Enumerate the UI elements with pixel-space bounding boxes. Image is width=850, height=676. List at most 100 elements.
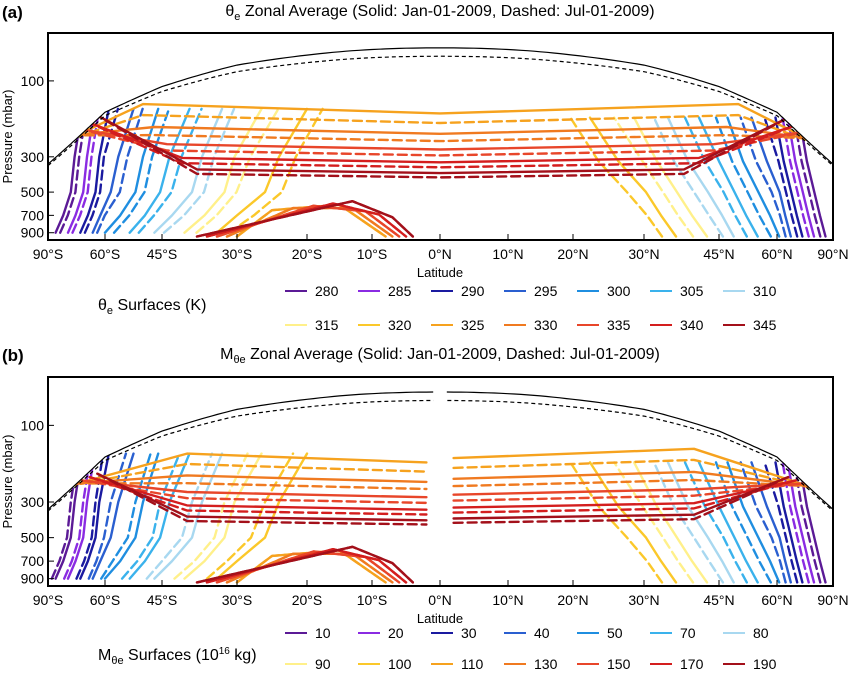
x-tick-label: 20°N [557, 246, 588, 262]
legend-label: 310 [753, 283, 777, 299]
contour-150-dashed [81, 479, 428, 505]
x-tick-label: 30°S [222, 592, 253, 608]
x-axis-label: Latitude [417, 611, 463, 626]
x-tick-label: 20°S [292, 592, 323, 608]
legend-label: 90 [315, 656, 331, 672]
y-axis-label: Pressure (mbar) [0, 90, 15, 184]
contour-110-solid [452, 447, 820, 491]
contour-170-solid [452, 479, 797, 509]
contour-lines [48, 33, 833, 238]
contour-30-dashed [75, 452, 105, 580]
tropopause-dashed [48, 399, 833, 512]
x-tick-label: 90°N [817, 592, 848, 608]
legend-title: θe Surfaces (K) [98, 297, 206, 317]
contour-110-solid [65, 452, 428, 488]
contour-190-solid [452, 475, 790, 520]
x-tick-label: 45°N [703, 592, 734, 608]
legend-label: 290 [461, 283, 485, 299]
x-tick-label: 30°N [628, 246, 659, 262]
contour-345-solid [92, 112, 790, 175]
legend-label: 320 [388, 317, 412, 333]
legend-label: 170 [680, 656, 704, 672]
x-tick-label: 90°S [33, 592, 64, 608]
panel-b: (b) Mθe Zonal Average (Solid: Jan-01-2009… [0, 346, 849, 672]
contour-315-dashed [195, 107, 280, 234]
contour-280-dashed [59, 107, 88, 234]
legend-label: 150 [607, 656, 631, 672]
contour-130-solid [73, 474, 428, 485]
contour-310-dashed [652, 116, 725, 238]
y-tick-label: 300 [21, 149, 45, 165]
contour-lines [48, 377, 833, 586]
contour-190-dashed [96, 472, 428, 526]
contour-30-dashed [763, 461, 799, 584]
contour-315-solid [183, 107, 263, 234]
contour-40-solid [750, 461, 792, 584]
contour-170-solid [88, 475, 428, 511]
contour-305-solid [128, 107, 191, 234]
x-tick-label: 10°S [357, 246, 388, 262]
contour-100-dashed [569, 461, 664, 584]
legend-label: 335 [607, 317, 631, 333]
contour-290-dashed [83, 107, 120, 234]
x-tick-label: 45°S [147, 592, 178, 608]
contour-310-solid [153, 107, 224, 234]
contour-90-dashed [613, 461, 695, 584]
contour-70-dashed [683, 461, 748, 584]
contour-90-dashed [173, 452, 249, 580]
legend-label: 30 [461, 625, 477, 641]
contour-70-solid [697, 461, 759, 584]
x-tick-label: 10°S [357, 592, 388, 608]
contour-110-dashed [452, 458, 820, 491]
chart-title: θe Zonal Average (Solid: Jan-01-2009, Da… [225, 3, 654, 23]
legend-label: 80 [753, 625, 769, 641]
contour-330-dashed [69, 133, 812, 143]
contour-130-dashed [73, 482, 428, 491]
x-tick-label: 20°S [292, 246, 323, 262]
contour-305-dashed [137, 107, 203, 234]
legend-label: 340 [680, 317, 704, 333]
y-tick-label: 700 [21, 207, 45, 223]
contour-330-solid [69, 125, 812, 140]
legend-label: 280 [315, 283, 339, 299]
y-tick-label: 100 [21, 73, 45, 89]
legend-label: 190 [753, 656, 777, 672]
y-tick-label: 500 [21, 184, 45, 200]
chart-title: Mθe Zonal Average (Solid: Jan-01-2009, D… [220, 346, 660, 366]
y-tick-label: 700 [21, 553, 45, 569]
legend-label: 285 [388, 283, 412, 299]
x-axis-label: Latitude [417, 265, 463, 280]
contour-20-solid [66, 452, 96, 580]
x-tick-label: 90°S [33, 246, 64, 262]
legend-label: 40 [534, 625, 550, 641]
y-tick-label: 500 [21, 530, 45, 546]
contour-30-solid [79, 452, 110, 580]
legend-label: 70 [680, 625, 696, 641]
contour-130-solid [452, 470, 812, 488]
contour-150-dashed [452, 482, 805, 502]
contour-320-dashed [227, 107, 324, 234]
contour-110-dashed [65, 462, 428, 488]
x-tick-label: 60°N [761, 246, 792, 262]
contour-10-dashed [50, 452, 80, 580]
equator-gap [433, 377, 447, 586]
contour-290-solid [79, 107, 110, 234]
contour-300-dashed [112, 107, 171, 234]
contour-20-solid [786, 461, 816, 584]
contour-190-dashed [195, 545, 414, 584]
contour-320-dashed [569, 116, 664, 238]
legend-label: 100 [388, 656, 412, 672]
legend-label: 50 [607, 625, 623, 641]
x-tick-label: 60°S [90, 246, 121, 262]
contour-285-solid [786, 116, 816, 238]
y-tick-label: 900 [21, 571, 45, 587]
x-tick-label: 0°N [428, 246, 452, 262]
contour-280-dashed [793, 116, 822, 238]
contour-325-dashed [62, 113, 820, 146]
panel-label: (a) [2, 3, 23, 22]
legend-title: Mθe Surfaces (1016 kg) [98, 646, 257, 667]
legend-label: 110 [461, 656, 484, 672]
x-tick-label: 30°S [222, 246, 253, 262]
contour-280-solid [798, 116, 827, 238]
contour-80-dashed [145, 452, 214, 580]
